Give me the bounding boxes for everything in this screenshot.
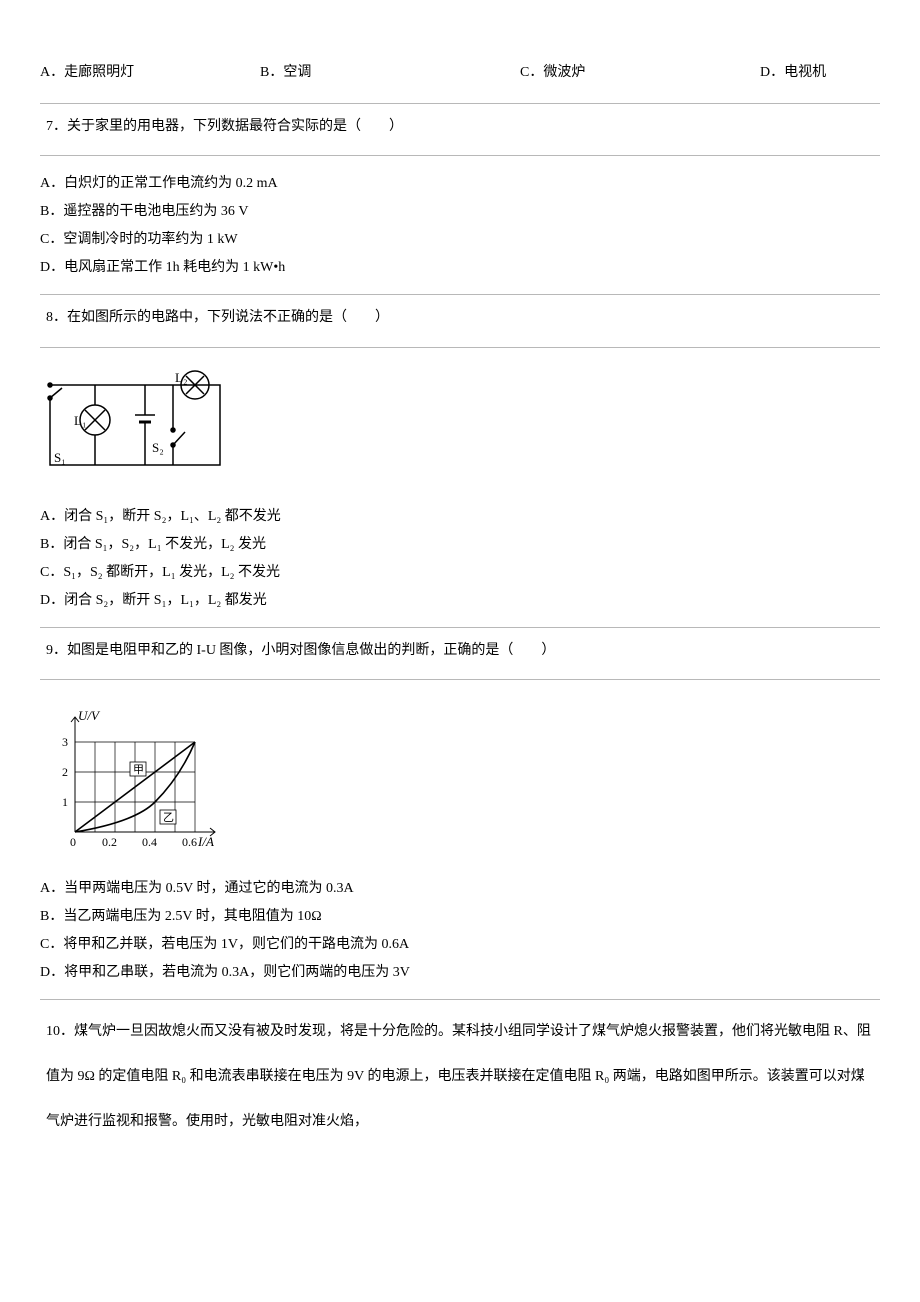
q9-option-c: C．将甲和乙并联，若电压为 1V，则它们的干路电流为 0.6A bbox=[40, 931, 880, 959]
q9-graph: U/V I/A 1 2 3 0 0.2 0.4 0.6 甲 乙 bbox=[40, 702, 230, 852]
q8-options: A．闭合 S₁，断开 S₂，L₁、L₂ 都不发光 B．闭合 S₁，S₂，L₁ 不… bbox=[40, 503, 880, 615]
q7-options: A．白炽灯的正常工作电流约为 0.2 mA B．遥控器的干电池电压约为 36 V… bbox=[40, 170, 880, 282]
q7-stem: 7．关于家里的用电器，下列数据最符合实际的是（ ） bbox=[46, 114, 874, 139]
q10-stem-box: 10．煤气炉一旦因故熄火而又没有被及时发现，将是十分危险的。某科技小组同学设计了… bbox=[40, 999, 880, 1144]
q10-text: 10．煤气炉一旦因故熄火而又没有被及时发现，将是十分危险的。某科技小组同学设计了… bbox=[46, 1024, 871, 1129]
label-l2: L₂ bbox=[175, 370, 187, 385]
label-l1: L₁ bbox=[74, 413, 86, 428]
xtick-04: 0.4 bbox=[142, 835, 157, 849]
xtick-0: 0 bbox=[70, 835, 76, 849]
q7-stem-box: 7．关于家里的用电器，下列数据最符合实际的是（ ） bbox=[40, 103, 880, 156]
series-jia-label: 甲 bbox=[133, 764, 144, 776]
q9-option-a: A．当甲两端电压为 0.5V 时，通过它的电流为 0.3A bbox=[40, 875, 880, 903]
q8-option-a: A．闭合 S₁，断开 S₂，L₁、L₂ 都不发光 bbox=[40, 503, 880, 531]
label-s1: S₁ bbox=[54, 450, 66, 465]
q7-option-d: D．电风扇正常工作 1h 耗电约为 1 kW•h bbox=[40, 254, 880, 282]
q9-option-d: D．将甲和乙串联，若电流为 0.3A，则它们两端的电压为 3V bbox=[40, 959, 880, 987]
graph-xlabel: I/A bbox=[197, 834, 214, 849]
xtick-06: 0.6 bbox=[182, 835, 197, 849]
q6-option-c: C．微波炉 bbox=[520, 60, 760, 85]
ytick-1: 1 bbox=[62, 795, 68, 809]
ytick-2: 2 bbox=[62, 765, 68, 779]
q6-options: A．走廊照明灯 B．空调 C．微波炉 D．电视机 bbox=[40, 60, 880, 85]
series-yi-label: 乙 bbox=[163, 811, 174, 824]
q6-option-a: A．走廊照明灯 bbox=[40, 60, 260, 85]
q9-option-b: B．当乙两端电压为 2.5V 时，其电阻值为 10Ω bbox=[40, 903, 880, 931]
q7-option-a: A．白炽灯的正常工作电流约为 0.2 mA bbox=[40, 170, 880, 198]
label-s2: S₂ bbox=[152, 440, 164, 455]
q8-option-d: D．闭合 S₂，断开 S₁，L₁，L₂ 都发光 bbox=[40, 587, 880, 615]
q9-stem-box: 9．如图是电阻甲和乙的 I-U 图像，小明对图像信息做出的判断，正确的是（ ） bbox=[40, 627, 880, 680]
q8-option-b: B．闭合 S₁，S₂，L₁ 不发光，L₂ 发光 bbox=[40, 531, 880, 559]
q7-option-b: B．遥控器的干电池电压约为 36 V bbox=[40, 198, 880, 226]
q8-circuit-diagram: S₁ L₁ L₂ S₂ bbox=[40, 370, 230, 480]
q9-stem: 9．如图是电阻甲和乙的 I-U 图像，小明对图像信息做出的判断，正确的是（ ） bbox=[46, 638, 874, 663]
q8-stem-box: 8．在如图所示的电路中，下列说法不正确的是（ ） bbox=[40, 294, 880, 347]
ytick-3: 3 bbox=[62, 735, 68, 749]
q8-option-c: C．S₁，S₂ 都断开，L₁ 发光，L₂ 不发光 bbox=[40, 559, 880, 587]
q8-stem: 8．在如图所示的电路中，下列说法不正确的是（ ） bbox=[46, 305, 874, 330]
q9-options: A．当甲两端电压为 0.5V 时，通过它的电流为 0.3A B．当乙两端电压为 … bbox=[40, 875, 880, 987]
q7-option-c: C．空调制冷时的功率约为 1 kW bbox=[40, 226, 880, 254]
graph-ylabel: U/V bbox=[78, 708, 101, 723]
q6-option-b: B．空调 bbox=[260, 60, 520, 85]
q6-option-d: D．电视机 bbox=[760, 60, 826, 85]
xtick-02: 0.2 bbox=[102, 835, 117, 849]
